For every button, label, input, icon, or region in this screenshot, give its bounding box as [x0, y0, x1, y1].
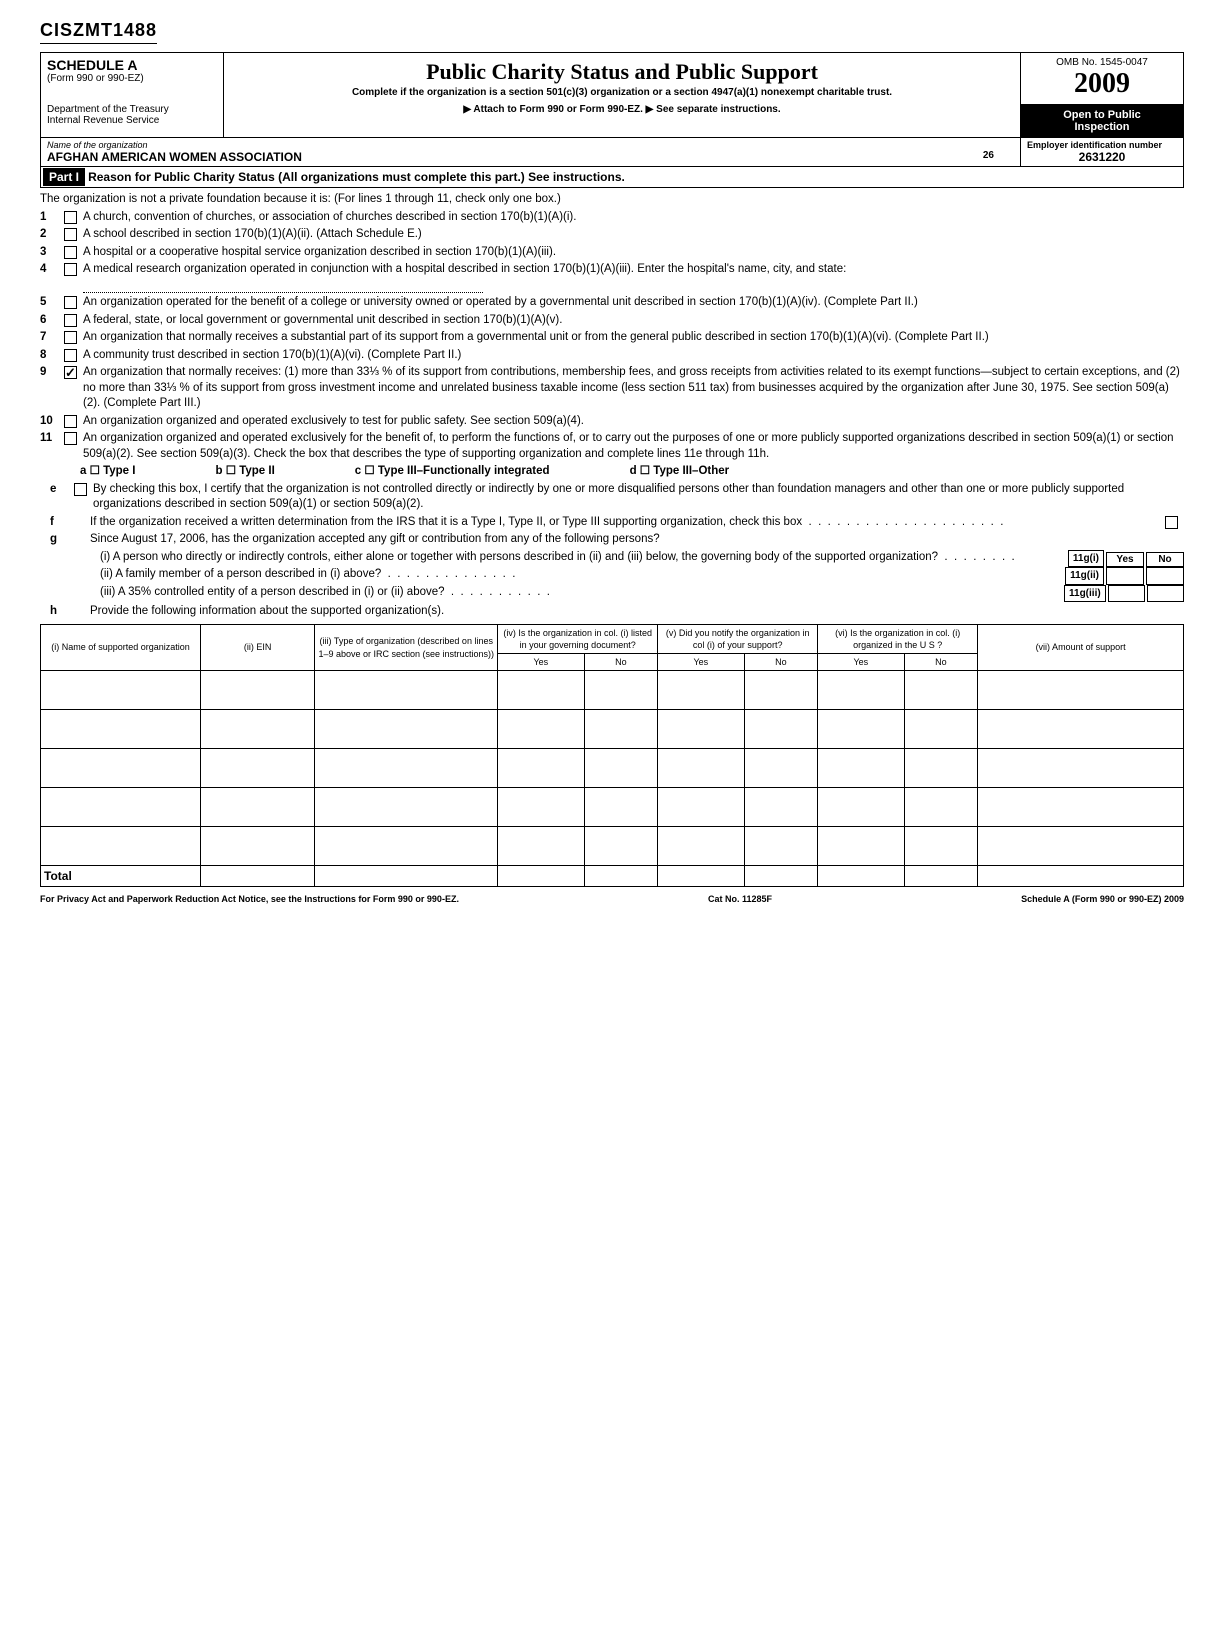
checkbox-3[interactable]: [64, 246, 77, 259]
no-11giii[interactable]: [1147, 585, 1184, 603]
line-e: By checking this box, I certify that the…: [93, 482, 1184, 513]
col-7-header: (vii) Amount of support: [978, 624, 1184, 670]
ein-label: Employer identification number: [1027, 140, 1177, 150]
col-1-header: (i) Name of supported organization: [41, 624, 201, 670]
org-name-label: Name of the organization: [47, 140, 1014, 150]
ein-prefix: 26: [983, 150, 994, 161]
no-5: No: [744, 654, 818, 671]
irs-label: Internal Revenue Service: [47, 115, 217, 126]
yes-header: Yes: [1106, 552, 1144, 568]
ein-value: 2631220: [1027, 150, 1177, 164]
no-11gii[interactable]: [1146, 567, 1184, 585]
table-row: [41, 671, 1184, 710]
yes-5: Yes: [658, 654, 744, 671]
footer-right: Schedule A (Form 990 or 990-EZ) 2009: [1021, 893, 1184, 905]
checkbox-f[interactable]: [1165, 516, 1178, 529]
checkbox-8[interactable]: [64, 349, 77, 362]
checkbox-4[interactable]: [64, 263, 77, 276]
ref-11giii: 11g(iii): [1064, 585, 1106, 603]
type-b: b ☐ Type II: [215, 464, 274, 480]
form-year: 2009: [1027, 68, 1177, 100]
line-8: A community trust described in section 1…: [83, 348, 1184, 364]
no-header: No: [1146, 552, 1184, 568]
yes-11gii[interactable]: [1106, 567, 1144, 585]
line-5: An organization operated for the benefit…: [83, 295, 1184, 311]
checkbox-6[interactable]: [64, 314, 77, 327]
type-d: d ☐ Type III–Other: [630, 464, 730, 480]
checkbox-2[interactable]: [64, 228, 77, 241]
intro-text: The organization is not a private founda…: [40, 192, 1184, 208]
line-g: Since August 17, 2006, has the organizat…: [90, 532, 1184, 548]
checkbox-5[interactable]: [64, 296, 77, 309]
col-2-header: (ii) EIN: [201, 624, 315, 670]
open-public-1: Open to Public: [1027, 109, 1177, 121]
line-4: A medical research organization operated…: [83, 262, 1184, 293]
open-public-2: Inspection: [1027, 121, 1177, 133]
no-4: No: [584, 654, 658, 671]
line-9: An organization that normally receives: …: [83, 365, 1184, 412]
type-c: c ☐ Type III–Functionally integrated: [355, 464, 550, 480]
yes-4: Yes: [498, 654, 584, 671]
table-row: [41, 788, 1184, 827]
no-6: No: [904, 654, 978, 671]
form-header: SCHEDULE A (Form 990 or 990-EZ) Departme…: [40, 52, 1184, 167]
checkbox-11[interactable]: [64, 432, 77, 445]
ref-11gi: 11g(i): [1068, 550, 1104, 568]
type-a: a ☐ Type I: [80, 464, 135, 480]
line-g-i: (i) A person who directly or indirectly …: [100, 550, 1064, 566]
line-6: A federal, state, or local government or…: [83, 313, 1184, 329]
table-row: [41, 827, 1184, 866]
line-g-iii: (iii) A 35% controlled entity of a perso…: [40, 585, 1064, 603]
footer-left: For Privacy Act and Paperwork Reduction …: [40, 893, 459, 905]
col-3-header: (iii) Type of organization (described on…: [315, 624, 498, 670]
checkbox-7[interactable]: [64, 331, 77, 344]
omb-number: OMB No. 1545-0047: [1027, 57, 1177, 68]
organization-name: AFGHAN AMERICAN WOMEN ASSOCIATION: [47, 150, 302, 164]
checkbox-9[interactable]: [64, 366, 77, 379]
line-1: A church, convention of churches, or ass…: [83, 210, 1184, 226]
schedule-label: SCHEDULE A: [47, 57, 217, 73]
total-row: Total: [41, 866, 1184, 887]
line-f: If the organization received a written d…: [90, 515, 1184, 531]
table-row: [41, 710, 1184, 749]
yes-11giii[interactable]: [1108, 585, 1145, 603]
form-title: Public Charity Status and Public Support: [230, 59, 1014, 85]
line-3: A hospital or a cooperative hospital ser…: [83, 245, 1184, 261]
ref-11gii: 11g(ii): [1065, 567, 1104, 585]
line-11: An organization organized and operated e…: [83, 431, 1184, 462]
form-subtitle-1: Complete if the organization is a sectio…: [230, 87, 1014, 98]
part-1-title: Reason for Public Charity Status (All or…: [88, 170, 625, 184]
col-6-header: (vi) Is the organization in col. (i) org…: [818, 624, 978, 653]
line-10: An organization organized and operated e…: [83, 414, 1184, 430]
line-2: A school described in section 170(b)(1)(…: [83, 227, 1184, 243]
yes-6: Yes: [818, 654, 904, 671]
part-1-label: Part I: [43, 168, 85, 186]
line-h: Provide the following information about …: [90, 604, 1184, 620]
col-5-header: (v) Did you notify the organization in c…: [658, 624, 818, 653]
line-g-ii: (ii) A family member of a person describ…: [40, 567, 1064, 585]
page-code: CISZMT1488: [40, 20, 157, 44]
line-7: An organization that normally receives a…: [83, 330, 1184, 346]
table-row: [41, 749, 1184, 788]
col-4-header: (iv) Is the organization in col. (i) lis…: [498, 624, 658, 653]
checkbox-10[interactable]: [64, 415, 77, 428]
checkbox-e[interactable]: [74, 483, 87, 496]
form-ref: (Form 990 or 990-EZ): [47, 73, 217, 84]
footer-mid: Cat No. 11285F: [708, 893, 772, 905]
dept-label: Department of the Treasury: [47, 104, 217, 115]
form-subtitle-2: ▶ Attach to Form 990 or Form 990-EZ. ▶ S…: [230, 104, 1014, 115]
checkbox-1[interactable]: [64, 211, 77, 224]
supported-org-table: (i) Name of supported organization (ii) …: [40, 624, 1184, 888]
